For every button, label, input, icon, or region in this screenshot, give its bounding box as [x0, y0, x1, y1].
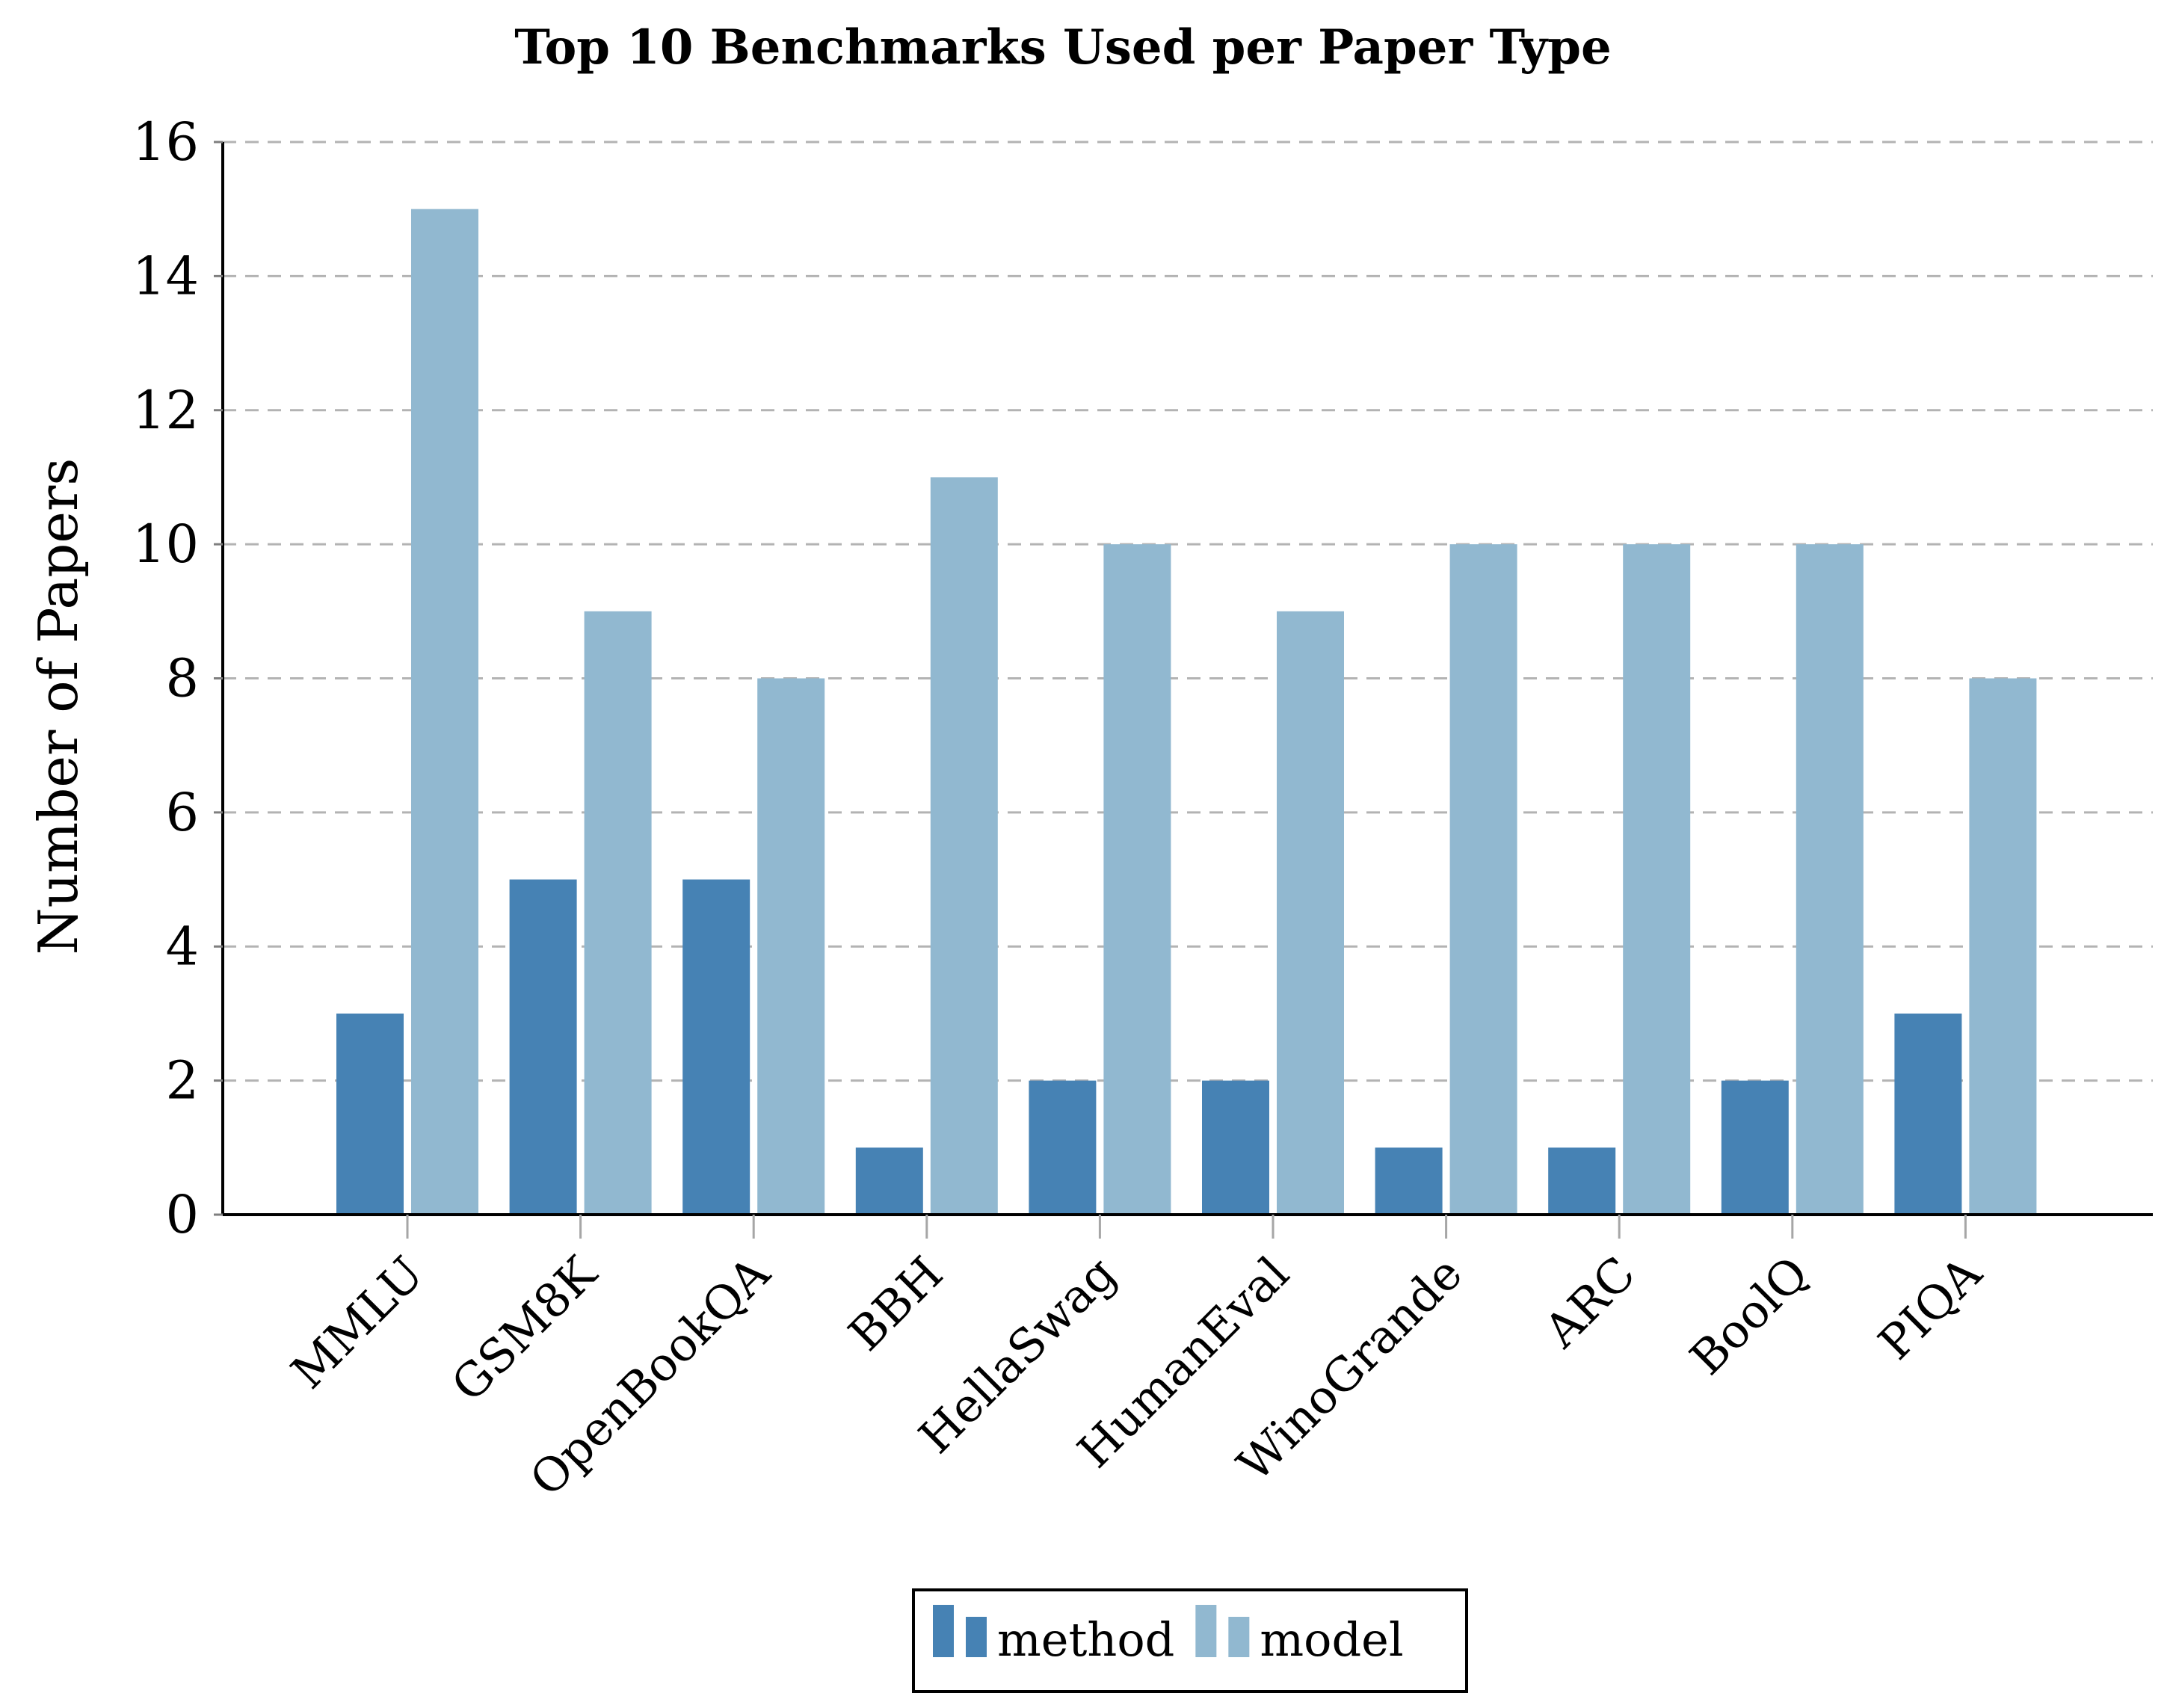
y-tick-label: 2 — [165, 1050, 199, 1112]
x-tick-label: BBH — [838, 1246, 953, 1361]
legend-label: method — [997, 1612, 1174, 1667]
bar-model-winogrande — [1449, 544, 1517, 1215]
y-tick-label: 4 — [165, 916, 199, 977]
legend-box — [912, 1588, 1468, 1693]
legend: method model — [912, 1588, 1468, 1693]
y-tick-label: 6 — [165, 782, 199, 843]
legend-item-model: model — [1195, 1605, 1404, 1667]
y-tick-label: 12 — [132, 380, 199, 441]
bar-model-piqa — [1969, 678, 2037, 1215]
x-tick-label: BoolQ — [1680, 1246, 1819, 1386]
bar-method-winogrande — [1375, 1147, 1443, 1215]
y-tick-label: 14 — [132, 245, 199, 306]
y-axis-label: Number of Papers — [27, 458, 90, 955]
bar-model-gsm8k — [584, 611, 652, 1215]
legend-item-method: method — [933, 1605, 1174, 1667]
bars — [336, 209, 2037, 1215]
chart-title: Top 10 Benchmarks Used per Paper Type — [514, 19, 1611, 75]
y-tick-label: 0 — [165, 1184, 199, 1245]
bar-method-mmlu — [336, 1013, 404, 1215]
bar-model-mmlu — [411, 209, 478, 1215]
legend-swatch — [933, 1605, 954, 1657]
y-tick-label: 10 — [132, 514, 199, 575]
x-tick-label: MMLU — [280, 1246, 434, 1399]
y-tick-label: 16 — [132, 111, 199, 173]
legend-swatch — [966, 1617, 987, 1657]
bar-method-humaneval — [1202, 1080, 1269, 1215]
bar-method-piqa — [1894, 1013, 1962, 1215]
bar-model-boolq — [1796, 544, 1864, 1215]
bar-model-arc — [1623, 544, 1691, 1215]
bar-method-hellaswag — [1029, 1080, 1097, 1215]
bar-model-openbookqa — [757, 678, 825, 1215]
bar-model-humaneval — [1277, 611, 1344, 1215]
bar-method-arc — [1548, 1147, 1616, 1215]
bar-method-boolq — [1721, 1080, 1789, 1215]
y-tick-labels: 0 2 4 6 8 10 12 14 16 — [132, 111, 223, 1245]
legend-swatch — [1195, 1605, 1217, 1657]
x-tick-label: GSM8K — [441, 1245, 608, 1412]
bar-method-openbookqa — [682, 879, 750, 1215]
legend-label: model — [1260, 1612, 1403, 1667]
x-tick-label: PIQA — [1868, 1245, 1993, 1370]
bar-model-hellaswag — [1103, 544, 1171, 1215]
legend-swatch — [1228, 1617, 1250, 1657]
bar-method-bbh — [855, 1147, 923, 1215]
x-tick-label: ARC — [1533, 1246, 1646, 1359]
y-tick-label: 8 — [165, 648, 199, 709]
bar-model-bbh — [930, 477, 998, 1215]
bar-method-gsm8k — [509, 879, 577, 1215]
